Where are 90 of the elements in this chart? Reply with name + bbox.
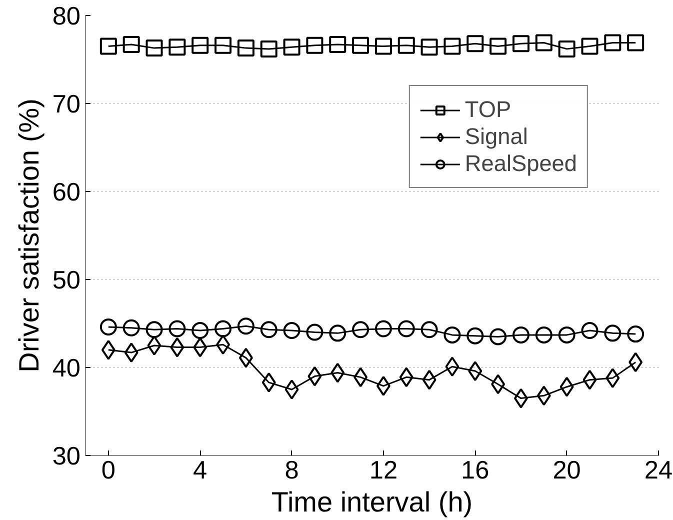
- point: [168, 38, 186, 56]
- y-tick-label: 60: [52, 178, 81, 206]
- point: [214, 36, 232, 54]
- point: [216, 334, 230, 355]
- point: [604, 34, 622, 52]
- point: [420, 321, 438, 338]
- point: [560, 376, 574, 397]
- point: [237, 40, 254, 57]
- point: [214, 320, 232, 338]
- point: [262, 372, 276, 392]
- point: [535, 326, 552, 344]
- point: [398, 36, 415, 54]
- point: [376, 376, 390, 396]
- point: [284, 380, 299, 400]
- point: [283, 322, 300, 340]
- legend-label: TOP: [464, 96, 512, 123]
- point: [582, 370, 597, 390]
- point: [604, 324, 622, 342]
- point: [581, 38, 598, 55]
- point: [260, 321, 278, 338]
- point: [122, 36, 140, 54]
- point: [627, 326, 644, 343]
- point: [606, 368, 620, 388]
- y-tick-label: 80: [52, 2, 81, 30]
- point: [193, 337, 208, 358]
- point: [514, 388, 528, 408]
- y-tick-label: 70: [52, 90, 81, 118]
- y-axis-title: Driver satisfaction (%): [13, 98, 44, 372]
- y-tick-label: 30: [52, 442, 81, 470]
- point: [445, 356, 460, 377]
- point: [192, 36, 209, 54]
- point: [124, 342, 138, 363]
- point: [354, 367, 368, 388]
- point: [170, 337, 184, 358]
- point: [306, 36, 324, 54]
- point: [466, 327, 484, 344]
- point: [466, 35, 484, 52]
- point: [374, 38, 392, 55]
- point: [536, 386, 551, 406]
- point: [192, 322, 209, 340]
- point: [558, 326, 576, 344]
- point: [329, 36, 346, 54]
- point: [352, 36, 370, 54]
- point: [329, 324, 346, 342]
- x-axis-title: Time interval (h): [271, 486, 473, 518]
- point: [512, 326, 530, 344]
- point: [100, 38, 117, 55]
- point: [422, 370, 436, 390]
- point: [352, 321, 370, 338]
- x-tick-label: 20: [552, 456, 581, 484]
- point: [374, 320, 392, 338]
- y-tick-label: 40: [52, 354, 81, 382]
- point: [444, 326, 461, 344]
- y-tick-label: 50: [52, 266, 81, 294]
- point: [168, 320, 186, 338]
- x-tick-label: 16: [461, 456, 490, 484]
- point: [490, 328, 507, 346]
- point: [237, 318, 254, 335]
- point: [399, 367, 414, 388]
- point: [122, 319, 140, 336]
- point: [308, 366, 322, 386]
- legend-label: RealSpeed: [464, 150, 577, 177]
- point: [512, 35, 530, 52]
- point: [535, 34, 552, 52]
- point: [147, 336, 162, 356]
- point: [238, 348, 253, 368]
- point: [420, 38, 438, 56]
- point: [260, 40, 278, 58]
- point: [581, 322, 598, 340]
- point: [628, 352, 643, 372]
- point: [101, 340, 116, 360]
- x-tick-label: 12: [369, 456, 398, 484]
- point: [330, 362, 345, 383]
- point: [468, 361, 482, 382]
- point: [306, 324, 324, 341]
- point: [398, 320, 415, 338]
- point: [491, 374, 506, 394]
- point: [490, 38, 507, 55]
- x-tick-label: 0: [101, 456, 116, 484]
- point: [146, 321, 163, 338]
- x-tick-label: 4: [193, 456, 208, 484]
- point: [558, 40, 576, 58]
- x-tick-label: 24: [644, 456, 673, 484]
- point: [444, 38, 461, 55]
- x-tick-label: 8: [284, 456, 299, 484]
- point: [627, 34, 644, 52]
- point: [100, 318, 117, 336]
- point: [146, 40, 163, 57]
- point: [283, 38, 300, 56]
- legend-label: Signal: [464, 123, 528, 150]
